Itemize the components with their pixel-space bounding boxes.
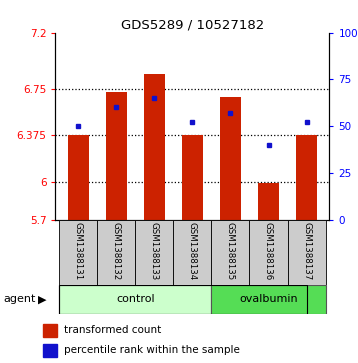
Text: agent: agent: [4, 294, 36, 305]
Bar: [212, 285, 325, 314]
Bar: [173, 220, 212, 285]
Text: control: control: [116, 294, 155, 305]
Text: ▶: ▶: [38, 294, 46, 305]
Text: transformed count: transformed count: [64, 325, 162, 335]
Bar: [68, 135, 89, 220]
Bar: [59, 285, 212, 314]
Text: GSM1388131: GSM1388131: [74, 222, 83, 281]
Text: GSM1388134: GSM1388134: [188, 222, 197, 281]
Bar: [258, 183, 279, 220]
Bar: [212, 220, 250, 285]
Text: GSM1388135: GSM1388135: [226, 222, 235, 281]
Text: GSM1388137: GSM1388137: [302, 222, 311, 281]
Bar: [43, 324, 57, 337]
Bar: [250, 220, 287, 285]
Bar: [144, 74, 165, 220]
Text: ovalbumin: ovalbumin: [239, 294, 298, 305]
Bar: [287, 220, 325, 285]
Bar: [296, 135, 317, 220]
Text: percentile rank within the sample: percentile rank within the sample: [64, 345, 240, 355]
Bar: [59, 220, 97, 285]
Title: GDS5289 / 10527182: GDS5289 / 10527182: [121, 19, 264, 32]
Bar: [182, 135, 203, 220]
Text: GSM1388133: GSM1388133: [150, 222, 159, 281]
Text: GSM1388136: GSM1388136: [264, 222, 273, 281]
Bar: [43, 344, 57, 356]
Bar: [220, 98, 241, 220]
Text: GSM1388132: GSM1388132: [112, 222, 121, 281]
Bar: [97, 220, 135, 285]
Bar: [135, 220, 173, 285]
Bar: [106, 93, 127, 220]
